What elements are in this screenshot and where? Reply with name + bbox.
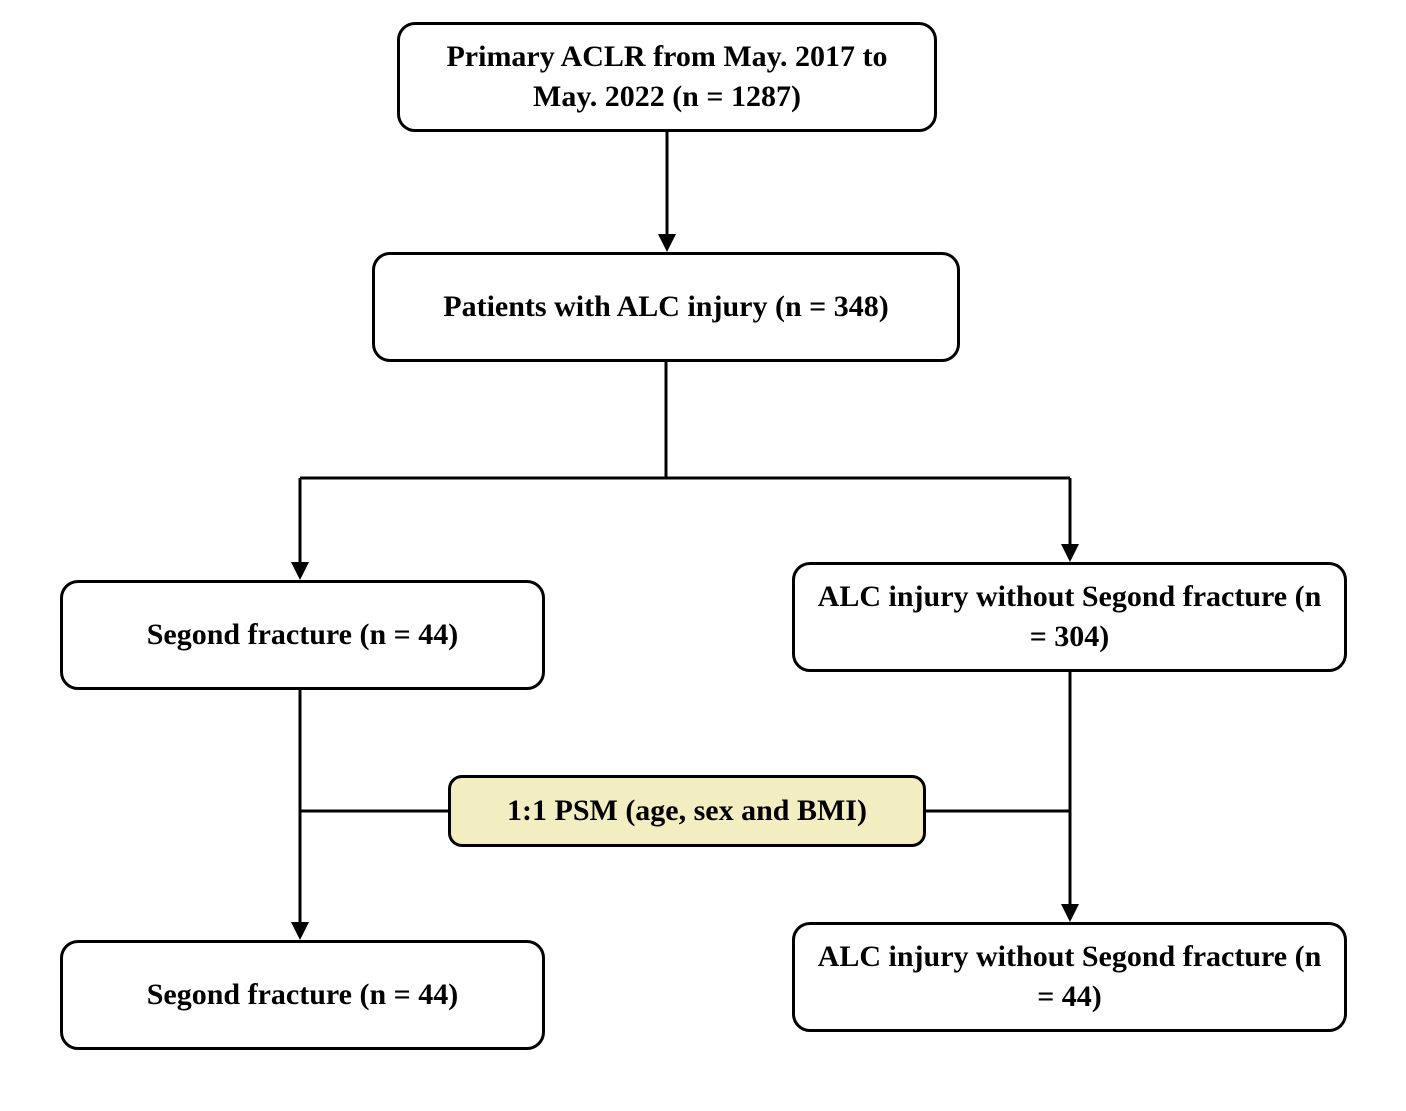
node-segond-44-bottom: Segond fracture (n = 44): [60, 940, 545, 1050]
node-alc-injury: Patients with ALC injury (n = 348): [372, 252, 960, 362]
node-segond-44-top: Segond fracture (n = 44): [60, 580, 545, 690]
node-alc-no-segond-44: ALC injury without Segond fracture (n = …: [792, 922, 1347, 1032]
node-segond-44-bottom-text: Segond fracture (n = 44): [147, 975, 459, 1016]
node-psm: 1:1 PSM (age, sex and BMI): [448, 775, 926, 847]
node-primary-aclr-text: Primary ACLR from May. 2017 to May. 2022…: [420, 37, 914, 118]
node-primary-aclr: Primary ACLR from May. 2017 to May. 2022…: [397, 22, 937, 132]
node-alc-no-segond-44-text: ALC injury without Segond fracture (n = …: [815, 937, 1324, 1018]
node-psm-text: 1:1 PSM (age, sex and BMI): [507, 794, 867, 828]
node-segond-44-top-text: Segond fracture (n = 44): [147, 615, 459, 656]
node-alc-no-segond-304-text: ALC injury without Segond fracture (n = …: [815, 577, 1324, 658]
node-alc-no-segond-304: ALC injury without Segond fracture (n = …: [792, 562, 1347, 672]
node-alc-injury-text: Patients with ALC injury (n = 348): [443, 287, 888, 328]
